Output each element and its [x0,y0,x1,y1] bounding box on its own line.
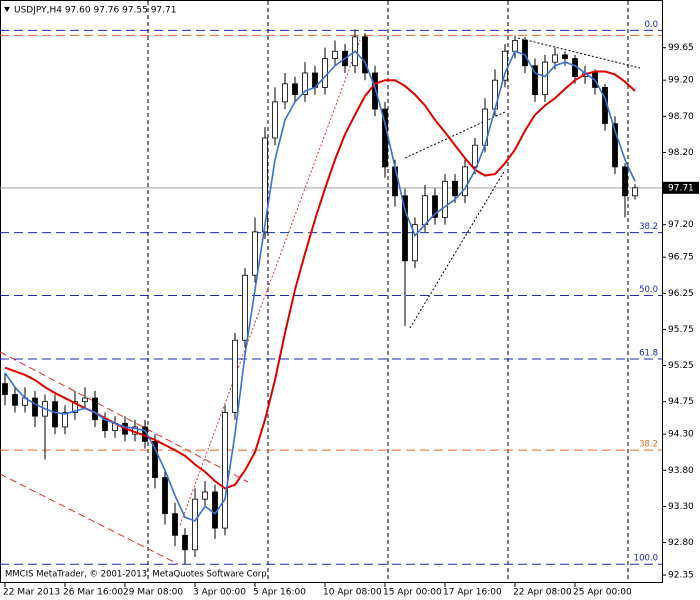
candle-body [462,166,468,197]
y-tick-label: 93.80 [668,466,694,476]
y-tick-label: 99.20 [668,76,694,86]
candle-body [382,108,388,168]
candle-body [282,83,288,103]
candle-body [32,397,38,417]
candle-body [542,61,548,96]
x-tick-label: 26 Mar 16:00 [63,588,123,598]
candle-body [432,195,438,218]
candle-body [522,40,528,67]
candle-body [472,144,478,168]
candle-body [552,54,558,63]
y-tick-label: 97.20 [668,220,694,230]
candle-body [452,180,458,197]
candle-body [412,224,418,262]
candle-body [52,401,58,428]
period-separators [147,1,629,582]
x-tick-label: 22 Mar 2013 [3,588,60,598]
channel-line [0,473,179,565]
y-tick-label: 92.35 [668,571,694,581]
candle-body [612,123,618,168]
fib-level-label: 50.0 [639,285,658,295]
chart-title: USDJPY,H4 97.60 97.76 97.55 97.71 [14,6,176,16]
x-tick-label: 17 Apr 16:00 [443,588,502,598]
candle-body [302,72,308,96]
plot-frame [0,0,663,583]
candle-body [82,397,88,403]
last-price-box [663,181,699,194]
candle-body [622,166,628,197]
trend-line [517,37,641,69]
footer: MMCIS MetaTrader, © 2001-2013, MetaQuote… [5,570,269,580]
x-tick-label: 29 Mar 08:00 [123,588,183,598]
trend-line [409,169,506,329]
y-tick-label: 95.25 [668,361,694,371]
candle-body [192,498,198,551]
y-tick-label: 94.30 [668,430,694,440]
candle-body [252,231,258,276]
candle-body [362,36,368,74]
candle-body [12,394,18,406]
axes: 99.65 99.20 98.70 98.20 97.20 96.75 96.25 95.75… [3,43,699,598]
x-tick-label: 5 Apr 16:00 [253,588,306,598]
candle-body [422,195,428,226]
fib-level-label: 0.0 [644,20,658,30]
candle-body [292,83,298,96]
y-tick-label: 95.75 [668,325,694,335]
candle-body [442,180,448,218]
candle-body [2,383,8,395]
trend-lines [0,37,641,565]
candle-body [332,50,338,59]
channel-line [0,351,249,483]
candle-body [172,513,178,536]
x-tick-label: 22 Apr 08:00 [513,588,572,598]
ma-lines [4,50,636,522]
x-tick-label: 3 Apr 00:00 [193,588,246,598]
levels: 0.0 38.2 50.0 61.8 38.2 100.0 [0,20,662,565]
candle-body [372,72,378,110]
candle-body [402,195,408,262]
candle-body [242,274,248,341]
y-tick-label: 98.70 [668,112,694,122]
candle-body [322,58,328,88]
candle-body [262,137,268,233]
candle-body [62,412,68,428]
fib-level-label: 38.2 [639,222,658,232]
x-tick-label: 10 Apr 08:00 [323,588,382,598]
candle-body [102,419,108,431]
candle-body [222,412,228,529]
candle-body [202,491,208,500]
candle-body [272,101,278,139]
y-tick-label: 94.75 [668,397,694,407]
candle-body [72,401,78,413]
y-tick-label: 96.25 [668,289,694,299]
ma-line [4,50,636,522]
y-tick-label: 99.65 [668,43,694,53]
candle-body [532,65,538,96]
candle-body [182,534,188,551]
fib-level-label: 38.2 [639,440,658,450]
title-arrow [4,7,10,12]
candle-body [162,477,168,515]
fib-level-label: 100.0 [634,554,658,564]
x-tick-label: 15 Apr 00:00 [383,588,442,598]
y-tick-label: 96.75 [668,253,694,263]
candles [2,29,638,565]
y-tick-label: 98.20 [668,148,694,158]
last-price-label: 97.71 [668,183,694,193]
candle-body [632,187,638,197]
y-tick-label: 93.30 [668,502,694,512]
candle-body [152,441,158,478]
candle-body [232,339,238,413]
candle-body [512,40,518,52]
y-tick-label: 92.80 [668,538,694,548]
candle-body [562,54,568,59]
candle-body [92,397,98,421]
x-tick-label: 25 Apr 00:00 [573,588,632,598]
fib-level-label: 61.8 [639,349,658,359]
